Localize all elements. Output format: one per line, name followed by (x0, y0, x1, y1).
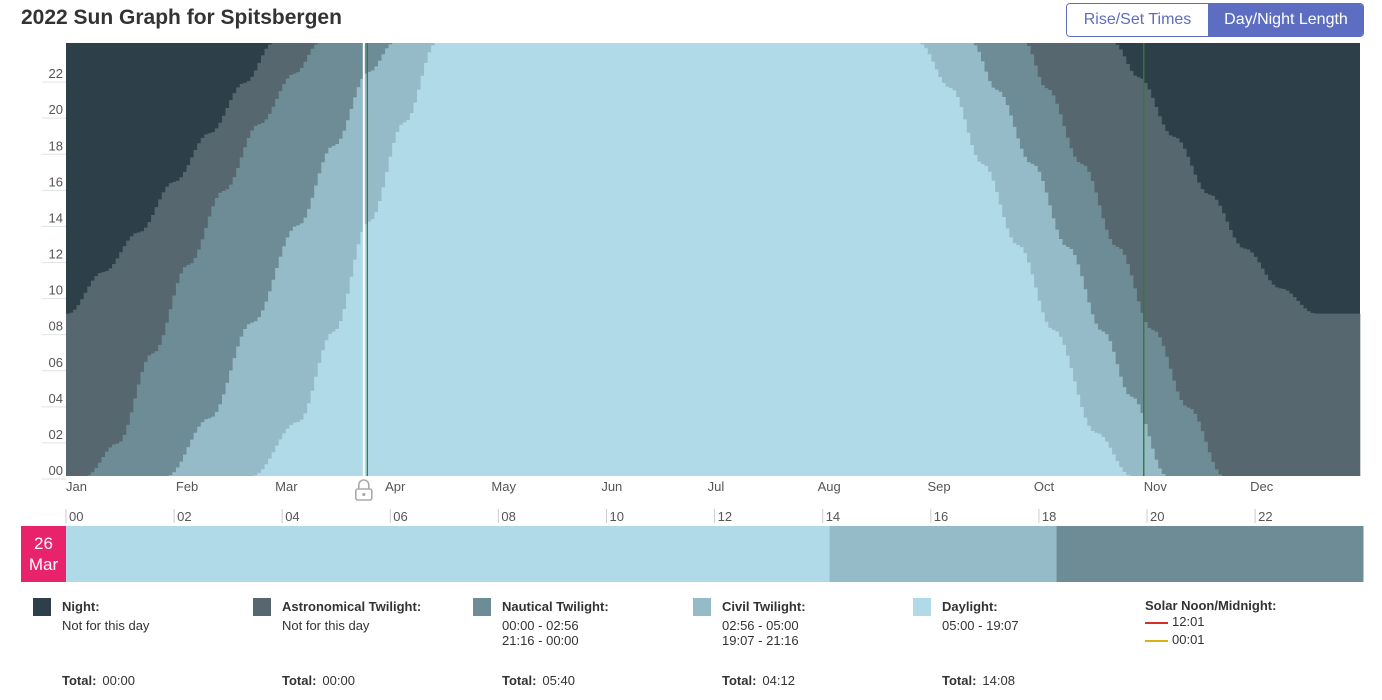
legend-night-total: Total: 00:00 (62, 673, 135, 688)
legend-total-label: Total: (722, 673, 757, 688)
day-night-length-button[interactable]: Day/Night Length (1209, 4, 1363, 36)
lock-icon-keyhole (362, 492, 366, 497)
y-tick-label: 22 (49, 66, 63, 81)
legend-astronomical-label: Astronomical Twilight: (282, 599, 422, 614)
legend-night-time-range: Not for this day (62, 618, 150, 633)
hour-tick-label: 14 (826, 509, 840, 524)
legend-daylight-total: Total: 14:08 (942, 673, 1015, 688)
legend-civil-label: Civil Twilight: (722, 599, 806, 614)
legend-daylight-swatch (913, 598, 931, 616)
hour-tick-label: 12 (718, 509, 732, 524)
legend-civil-swatch (693, 598, 711, 616)
y-tick-label: 16 (49, 174, 63, 189)
lock-icon[interactable] (354, 488, 373, 501)
month-label-may: May (491, 479, 516, 494)
month-label-oct: Oct (1034, 479, 1055, 494)
legend-nautical-total: Total: 05:40 (502, 673, 575, 688)
month-label-sep: Sep (927, 479, 950, 494)
day-bar-civil (829, 526, 1058, 582)
legend-astronomical-total: Total: 00:00 (282, 673, 355, 688)
day-bar-daylight (66, 526, 831, 582)
rise-set-times-button[interactable]: Rise/Set Times (1067, 4, 1209, 36)
lock-icon-shackle (357, 479, 370, 489)
y-tick-label: 02 (49, 427, 63, 442)
hour-tick-label: 16 (934, 509, 948, 524)
legend-total-value: 04:12 (762, 673, 795, 688)
legend-nautical-swatch (473, 598, 491, 616)
hour-tick-label: 20 (1150, 509, 1164, 524)
selected-date-day: 26 (34, 534, 53, 553)
legend-night-swatch (33, 598, 51, 616)
month-label-feb: Feb (176, 479, 198, 494)
legend-total-value: 00:00 (322, 673, 355, 688)
view-toggle: Rise/Set Times Day/Night Length (1066, 3, 1364, 37)
daylight-band (253, 43, 1130, 476)
y-tick-label: 10 (49, 283, 63, 298)
legend-civil-time-range: 19:07 - 21:16 (722, 633, 799, 648)
hour-tick-label: 08 (501, 509, 515, 524)
legend-nautical-time-range: 00:00 - 02:56 (502, 618, 579, 633)
legend-total-value: 14:08 (982, 673, 1015, 688)
legend-civil-time-range: 02:56 - 05:00 (722, 618, 799, 633)
sun-graph-chart[interactable]: 00 02 04 06 08 10 12 14 16 18 20 22 Jan Feb Mar Apr May J… (0, 0, 1382, 590)
legend-nautical-label: Nautical Twilight: (502, 599, 609, 614)
hour-tick-label: 10 (610, 509, 624, 524)
legend-civil-times: 02:56 - 05:00 19:07 - 21:16 (722, 618, 799, 648)
y-tick-label: 20 (49, 102, 63, 117)
legend-astronomical-swatch (253, 598, 271, 616)
legend-total-value: 05:40 (542, 673, 575, 688)
solar-noon-midnight-label: Solar Noon/Midnight: (1145, 598, 1277, 613)
legend-total-label: Total: (942, 673, 977, 688)
legend-astronomical-time-range: Not for this day (282, 618, 370, 633)
y-tick-label: 00 (49, 463, 63, 478)
legend-daylight-label: Daylight: (942, 599, 998, 614)
hour-tick-label: 02 (177, 509, 191, 524)
y-tick-label: 04 (49, 391, 63, 406)
legend-nautical-time-range: 21:16 - 00:00 (502, 633, 579, 648)
legend-nautical-times: 00:00 - 02:56 21:16 - 00:00 (502, 618, 579, 648)
selected-date-month: Mar (28, 555, 59, 574)
solar-noon-line-icon (1145, 622, 1168, 624)
selected-date-badge[interactable]: 26 Mar (21, 526, 66, 582)
legend-total-value: 00:00 (102, 673, 135, 688)
solar-midnight-time: 00:01 (1172, 632, 1205, 647)
legend-total-label: Total: (502, 673, 537, 688)
page-title: 2022 Sun Graph for Spitsbergen (21, 6, 342, 29)
y-tick-label: 08 (49, 319, 63, 334)
month-label-jun: Jun (601, 479, 622, 494)
hour-tick-label: 18 (1042, 509, 1056, 524)
y-tick-label: 14 (49, 210, 63, 225)
hour-tick-label: 00 (69, 509, 83, 524)
hour-tick-label: 04 (285, 509, 299, 524)
solar-noon-time: 12:01 (1172, 614, 1205, 629)
hour-tick-label: 06 (393, 509, 407, 524)
solar-midnight-line-icon (1145, 640, 1168, 642)
legend-night-label: Night: (62, 599, 100, 614)
day-bar-nautical (1056, 526, 1364, 582)
month-label-nov: Nov (1144, 479, 1168, 494)
legend-total-label: Total: (282, 673, 317, 688)
legend-total-label: Total: (62, 673, 97, 688)
legend-daylight-time-range: 05:00 - 19:07 (942, 618, 1019, 633)
y-tick-label: 12 (49, 247, 63, 262)
solar-noon-midnight-legend: Solar Noon/Midnight: 12:01 00:01 (1145, 598, 1276, 649)
month-label-mar: Mar (275, 479, 298, 494)
solar-noon-row: 12:01 (1145, 614, 1276, 631)
month-label-jan: Jan (66, 479, 87, 494)
solar-midnight-row: 00:01 (1145, 632, 1276, 649)
legend-daylight-times: 05:00 - 19:07 (942, 618, 1019, 633)
month-label-aug: Aug (818, 479, 841, 494)
legend-night-times: Not for this day (62, 618, 149, 633)
y-tick-label: 18 (49, 138, 63, 153)
month-label-dec: Dec (1250, 479, 1274, 494)
legend-astronomical-times: Not for this day (282, 618, 369, 633)
hour-tick-label: 22 (1258, 509, 1272, 524)
legend-civil-total: Total: 04:12 (722, 673, 795, 688)
month-label-jul: Jul (708, 479, 725, 494)
month-label-apr: Apr (385, 479, 406, 494)
y-tick-label: 06 (49, 355, 63, 370)
